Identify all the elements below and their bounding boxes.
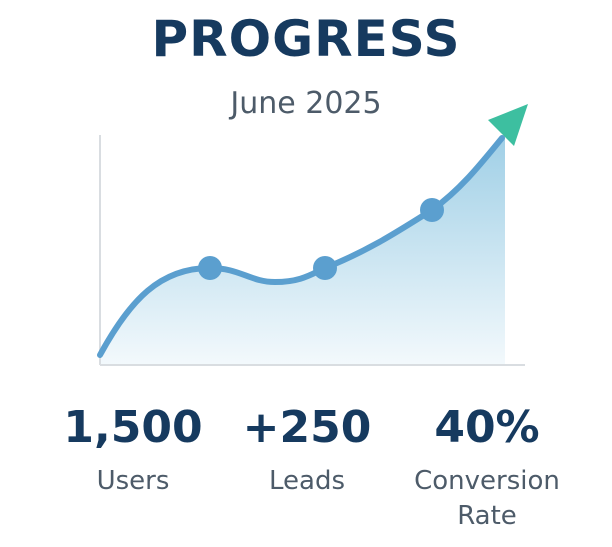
stat-label: Conversion Rate [414,466,560,531]
title: PROGRESS [151,10,461,68]
subtitle: June 2025 [230,86,382,121]
stat-label: Users [96,466,170,496]
stat: 40% Conversion Rate [397,400,577,534]
area [100,135,505,365]
stat-value: 40% [434,402,540,453]
stat: 1,500 Users [43,400,223,499]
point [313,256,337,280]
point [420,198,444,222]
arrow-head [488,104,528,146]
curve [97,135,505,358]
stat-value: 1,500 [63,402,203,453]
point [198,256,222,280]
stat-value: +250 [242,402,372,453]
stat: +250 Leads [217,400,397,499]
stat-label: Leads [268,466,345,496]
